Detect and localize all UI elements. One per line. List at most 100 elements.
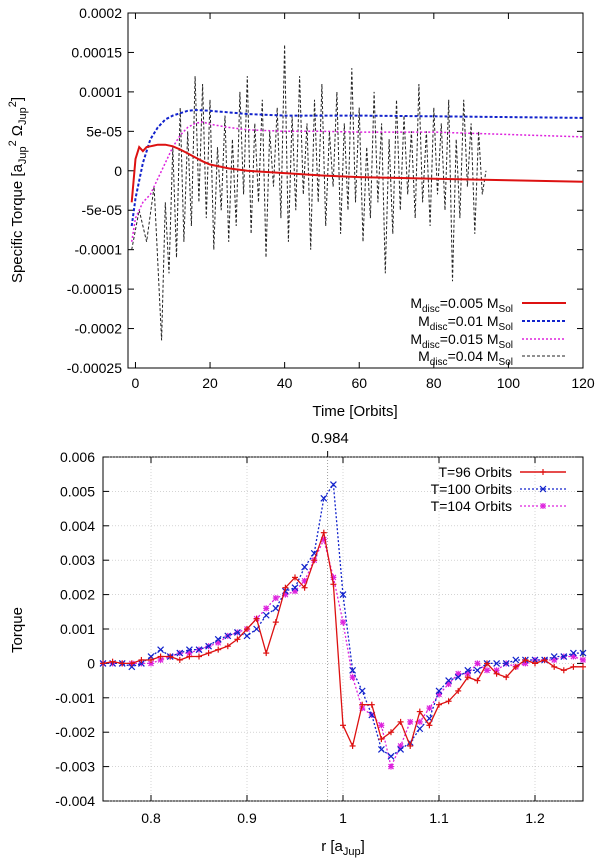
chart2-point-0 [330,581,337,588]
chart2-point-2 [484,667,490,674]
chart1-x-tick-label: 60 [351,375,367,391]
chart1-y-axis-label: Specific Torque [aJup2ΩJup2] [7,97,29,283]
chart2-point-1 [224,632,232,640]
chart2-point-0 [100,660,106,667]
chart2-point-0 [474,677,481,684]
chart2-point-1 [301,563,309,571]
chart1-y-tick-label: 0 [114,163,122,179]
chart2-point-0 [167,653,174,660]
chart2-point-2 [416,718,423,725]
chart1-ylabel-sub2: Jup [17,107,29,125]
chart2-point-0 [397,718,404,725]
chart1-series-2 [130,121,584,242]
chart2-y-tick-label: -0.003 [55,759,95,775]
chart2-x-tick-label: 1.1 [429,810,449,826]
chart1-ylabel-omega: Ω [9,125,26,136]
chart1-ylabel-sub1: Jup [17,146,29,164]
chart1-legend-label-3: Mdisc=0.04 MSol [418,348,513,368]
chart2-x-tick-label: 1 [339,810,347,826]
chart1-ylabel-close: ] [9,97,26,101]
chart1-plot-area [127,12,584,369]
chart2-title: 0.984 [311,430,349,447]
chart2-y-tick-label: 0.001 [60,621,95,637]
chart2-point-0 [340,722,346,729]
chart2-point-1 [195,646,203,654]
chart2-point-0 [148,656,154,663]
chart2-point-0 [368,701,375,708]
chart2-point-1 [272,604,280,612]
chart2-point-1 [214,635,222,643]
chart2-point-2 [407,718,414,725]
chart2-point-1 [550,653,558,660]
chart2-legend-label-2: T=104 Orbits [431,498,512,514]
chart2-point-0 [205,650,212,657]
chart2-point-1 [262,611,270,619]
chart1-x-tick-label: 120 [571,375,595,391]
chart2-point-1 [569,649,577,657]
chart2-point-0 [282,584,289,591]
chart2-y-tick-label: 0.002 [60,587,95,603]
chart2-point-1 [137,659,145,667]
chart1-x-tick-label: 40 [277,375,293,391]
chart2-point-0 [560,667,567,674]
chart2-point-1 [243,632,251,640]
chart2-point-2 [388,763,394,770]
chart1-y-tick-label: 0.0001 [79,84,122,100]
chart2-point-0 [512,663,519,670]
chart2-x-tick-label: 1.2 [525,810,545,826]
chart2-point-0 [253,615,260,622]
chart2-legend-label-1: T=100 Orbits [431,481,512,497]
chart1-y-tick-label: -0.00025 [67,360,122,376]
chart2-point-0 [407,742,414,749]
chart1-y-tick-label: -0.00015 [67,281,122,297]
chart2-point-0 [570,663,577,670]
chart2-point-0 [176,656,183,663]
chart2-point-1 [339,591,347,599]
chart2-point-1 [512,656,520,664]
chart2-point-0 [157,653,164,660]
chart2-point-0 [234,636,241,643]
chart2-x-axis-label: r [aJup] [321,838,365,858]
chart2-point-0 [109,658,116,665]
chart1-y-tick-label: 5e-05 [86,123,122,139]
chart2-point-1 [233,629,241,636]
chart2-point-0 [311,557,318,564]
chart2-series-0 [102,530,583,749]
chart1-x-tick-label: 20 [202,375,218,391]
chart2-point-0 [224,643,231,650]
chart2-point-0 [484,660,490,667]
chart1-x-axis-label: Time [Orbits] [312,403,397,420]
torque-radius-chart: 0.984 -0.004 -0.003 -0.002 -0.001 0 0.001 0.00… [9,430,587,858]
chart2-point-1 [560,653,568,660]
chart1-series-3 [131,44,487,341]
chart2-point-2 [474,660,481,667]
chart2-legend-marker-2 [540,503,546,509]
chart2-point-2 [349,674,356,681]
chart2-point-1 [147,653,155,660]
chart2-point-0 [196,653,202,660]
chart2-point-1 [157,646,165,654]
chart2-y-tick-label: 0.006 [60,449,95,465]
chart1-legend-label-1: Mdisc=0.01 MSol [418,313,513,333]
chart2-point-1 [493,659,501,667]
chart2-point-0 [532,660,538,667]
chart2-point-0 [215,646,222,653]
chart2-point-1 [387,752,395,760]
chart2-point-0 [272,619,279,626]
chart2-point-2 [263,605,270,612]
chart2-legend-marker-0 [540,469,546,475]
chart1-legend-label-0: Mdisc=0.005 MSol [410,295,513,315]
chart2-point-0 [503,674,510,681]
chart2-x-tick-label: 0.9 [237,810,257,826]
chart2-series-1 [103,482,583,758]
chart1-legend-label-2: Mdisc=0.015 MSol [410,331,513,351]
chart2-point-1 [502,659,510,667]
chart2-point-0 [445,698,452,705]
chart2-point-2 [340,619,346,626]
chart1-x-tick-label: 0 [132,375,140,391]
chart2-point-1 [454,673,462,681]
chart2-point-0 [541,656,548,663]
chart2-point-2 [378,722,385,729]
chart2-point-0 [301,584,308,591]
chart2-point-0 [416,708,423,715]
